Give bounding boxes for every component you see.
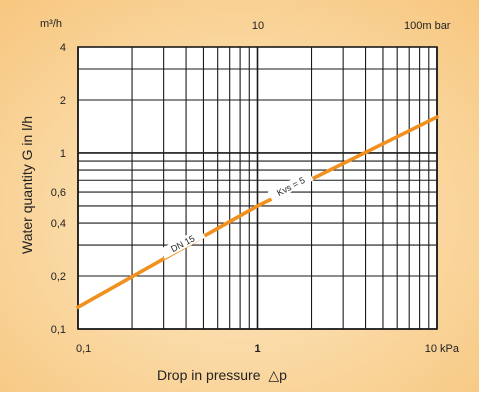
y-tick-label: 0,4 xyxy=(51,218,66,230)
grid-lines xyxy=(77,46,438,330)
series-line xyxy=(76,115,439,309)
x-axis-label-text: Drop in pressure xyxy=(157,367,261,383)
top-axis-mid-label: 10 xyxy=(252,20,264,32)
series-name-label-background xyxy=(159,227,206,259)
x-tick-label: 1 xyxy=(254,343,260,355)
y-tick-label: 4 xyxy=(60,42,66,54)
top-axis-unit-label: m³/h xyxy=(40,18,62,30)
y-axis-label: Water quantity G in l/h xyxy=(19,116,35,254)
x-axis-label: Drop in pressure △p xyxy=(157,367,287,383)
top-axis-end-label: 100m bar xyxy=(404,20,451,32)
y-tick-label: 1 xyxy=(60,148,66,160)
x-tick-label: 10 kPa xyxy=(425,343,460,355)
plot-border xyxy=(77,46,438,330)
x-tick-label: 0,1 xyxy=(76,343,91,355)
y-tick-label: 0,6 xyxy=(51,187,66,199)
y-tick-label: 0,1 xyxy=(51,324,66,336)
y-tick-label: 2 xyxy=(60,95,66,107)
y-tick-label: 0,2 xyxy=(51,271,66,283)
series-annotation-label-background xyxy=(267,170,314,202)
x-axis-label-symbol: △p xyxy=(268,367,287,383)
y-axis-tick-labels: 4 2 1 0,6 0,4 0,2 0,1 xyxy=(51,42,66,336)
x-axis-tick-labels: 0,1 1 10 kPa xyxy=(76,343,460,355)
